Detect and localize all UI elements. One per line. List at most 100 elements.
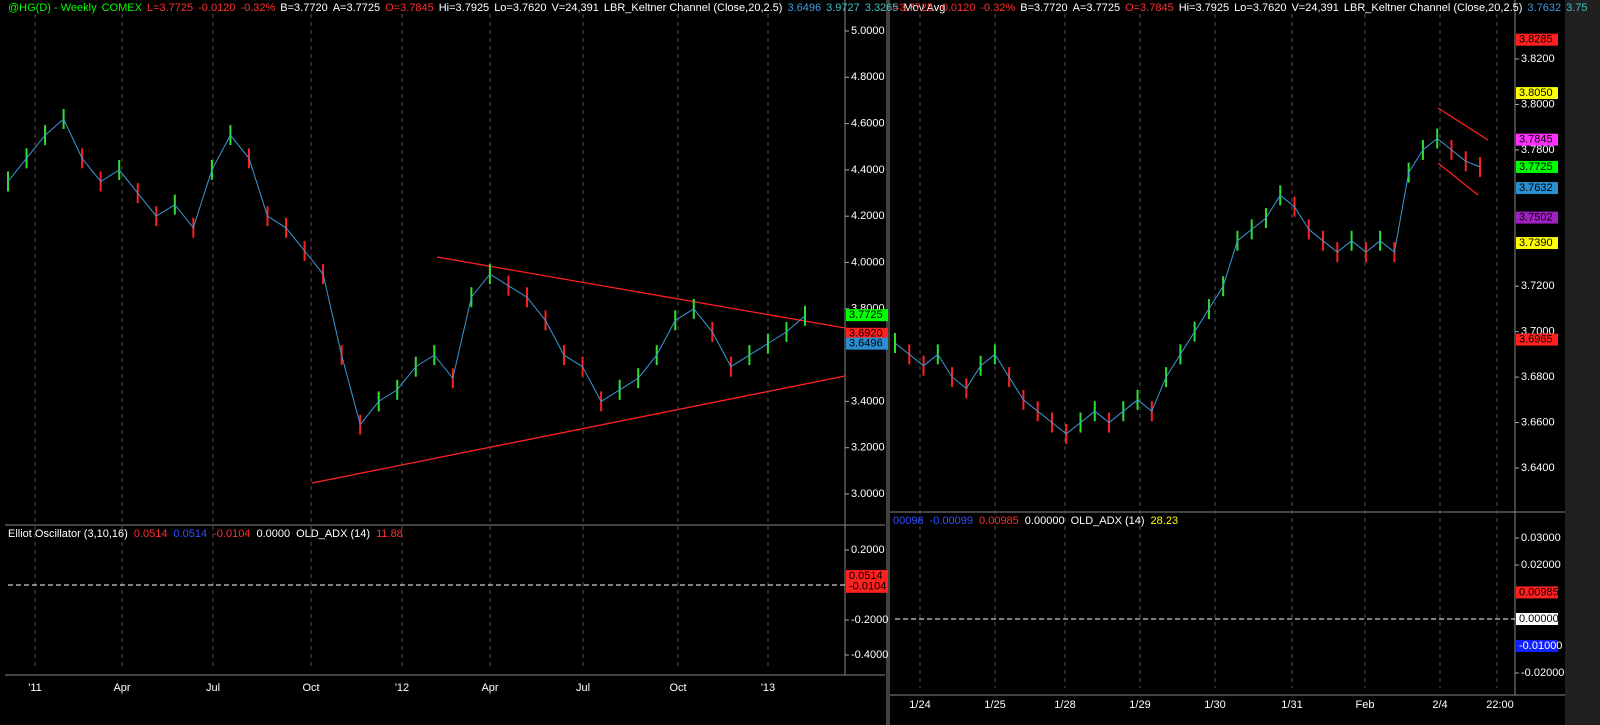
- header-field: 3.6496: [787, 2, 821, 14]
- indicator-field: 11.88: [376, 528, 403, 540]
- x-tick-label: Oct: [302, 682, 319, 694]
- y-tick-label: 3.8200: [1521, 53, 1555, 65]
- indicator-field: Elliot Oscillator (3,10,16): [8, 528, 128, 540]
- indicator-header: Elliot Oscillator (3,10,16) 0.0514 0.0514-…: [8, 528, 403, 540]
- header-field: V=24,391: [1291, 2, 1338, 14]
- close-line: [7, 118, 806, 426]
- header-field: Lo=3.7620: [1234, 2, 1286, 14]
- x-tick-label: 1/29: [1129, 699, 1150, 711]
- indicator-field: OLD_ADX (14): [296, 528, 370, 540]
- header: @HG(D) - Weekly COMEX L=3.7725 -0.0120 -0.32…: [8, 2, 945, 14]
- header-field: A=3.7725: [1073, 2, 1120, 14]
- y-tick-label: -0.4000: [851, 649, 888, 661]
- y-tick-label: 0.03000: [1521, 532, 1561, 544]
- y-tick-label: 0.2000: [851, 544, 885, 556]
- y-tick-label: 3.7800: [1521, 144, 1555, 156]
- x-tick-label: 1/24: [909, 699, 930, 711]
- price-tag-label: 3.8285: [1519, 34, 1553, 46]
- header-field: =3.7725: [893, 2, 933, 14]
- y-tick-label: 5.0000: [851, 25, 885, 37]
- side-strip: [1565, 0, 1600, 725]
- header-field: COMEX: [102, 2, 143, 14]
- header-field: Hi=3.7925: [439, 2, 489, 14]
- header-field: 3.75: [1566, 2, 1587, 14]
- header-field: 3.3265: [865, 2, 899, 14]
- y-tick-label: 3.4000: [851, 395, 885, 407]
- price-tag-label: 3.6920: [849, 328, 883, 340]
- price-tag-label: 3.6496: [849, 338, 883, 350]
- header-field: 3.9727: [826, 2, 860, 14]
- indicator-header: 00098 -0.00099 0.00985 0.00000 OLD_ADX (14) 2…: [893, 515, 1178, 527]
- y-tick-label: 3.7200: [1521, 280, 1555, 292]
- indicator-field: 00098: [893, 515, 924, 527]
- trendline: [436, 256, 846, 329]
- header-field: A=3.7725: [333, 2, 380, 14]
- y-tick-label: 4.4000: [851, 164, 885, 176]
- header-field: -0.32%: [980, 2, 1015, 14]
- header-field: -0.0120: [198, 2, 235, 14]
- header-field: 3.7632: [1527, 2, 1561, 14]
- indicator-field: 0.0514: [134, 528, 168, 540]
- x-tick-label: Oct: [669, 682, 686, 694]
- x-tick-label: '12: [395, 682, 409, 694]
- price-tag-label: 3.7390: [1519, 237, 1553, 249]
- header-field: Hi=3.7925: [1179, 2, 1229, 14]
- price-tag: [1516, 160, 1558, 173]
- indicator-field: -0.00099: [930, 515, 973, 527]
- header-field: -0.0120: [938, 2, 975, 14]
- header-field: Mov Avg: [903, 2, 945, 14]
- header-field: B=3.7720: [1020, 2, 1067, 14]
- header-field: O=3.7845: [1125, 2, 1174, 14]
- indicator-field: -0.0104: [213, 528, 250, 540]
- price-tag-label: 3.7725: [1519, 161, 1553, 173]
- x-tick-label: Feb: [1356, 699, 1375, 711]
- price-tag: [846, 309, 888, 322]
- y-tick-label: 4.2000: [851, 210, 885, 222]
- y-tick-label: -0.02000: [1521, 667, 1564, 679]
- price-tag: [1516, 237, 1558, 250]
- header-field: Lo=3.7620: [494, 2, 546, 14]
- indicator-field: 0.00000: [1025, 515, 1065, 527]
- y-tick-label: 4.8000: [851, 71, 885, 83]
- y-tick-label: 3.8000: [1521, 98, 1555, 110]
- price-tag: [1516, 211, 1558, 224]
- price-tag: [1516, 333, 1558, 346]
- header-field: V=24,391: [552, 2, 599, 14]
- indicator-field: 28.23: [1151, 515, 1179, 527]
- indicator-field: 0.00985: [979, 515, 1019, 527]
- y-tick-label: 3.6800: [1521, 371, 1555, 383]
- x-tick-label: 2/4: [1432, 699, 1447, 711]
- indicator-field: 0.0000: [256, 528, 290, 540]
- price-tag-label: 3.7502: [1519, 212, 1553, 224]
- price-tag: [1516, 613, 1558, 625]
- price-tag: [846, 337, 888, 350]
- price-tag-label: 0.0514: [849, 570, 883, 582]
- x-tick-label: 1/30: [1204, 699, 1225, 711]
- price-tag-label: 3.8050: [1519, 87, 1553, 99]
- header-field: O=3.7845: [385, 2, 434, 14]
- price-tag-label: 0.00000: [1519, 613, 1559, 625]
- price-tag: [1516, 640, 1558, 652]
- close-line: [894, 137, 1481, 435]
- price-tag: [1516, 586, 1558, 599]
- y-tick-label: 3.6600: [1521, 416, 1555, 428]
- y-tick-label: 4.0000: [851, 256, 885, 268]
- price-tag: [846, 327, 888, 340]
- indicator-field: 0.0514: [173, 528, 207, 540]
- indicator-field: OLD_ADX (14): [1071, 515, 1145, 527]
- y-tick-label: 0.02000: [1521, 559, 1561, 571]
- price-tag: [1516, 87, 1558, 100]
- x-tick-label: Apr: [481, 682, 498, 694]
- price-tag-label: -0.01000: [1519, 640, 1562, 652]
- price-tag-label: 0.00985: [1519, 586, 1559, 598]
- x-tick-label: Apr: [113, 682, 130, 694]
- price-tag-label: 3.7845: [1519, 134, 1553, 146]
- x-tick-label: Jul: [206, 682, 220, 694]
- x-tick-label: Jul: [576, 682, 590, 694]
- splitter: [886, 0, 890, 725]
- price-tag-label: 3.6965: [1519, 334, 1553, 346]
- x-tick-label: 22:00: [1486, 699, 1514, 711]
- y-tick-label: 3.0000: [851, 488, 885, 500]
- header-field: LBR_Keltner Channel (Close,20,2.5): [1344, 2, 1523, 14]
